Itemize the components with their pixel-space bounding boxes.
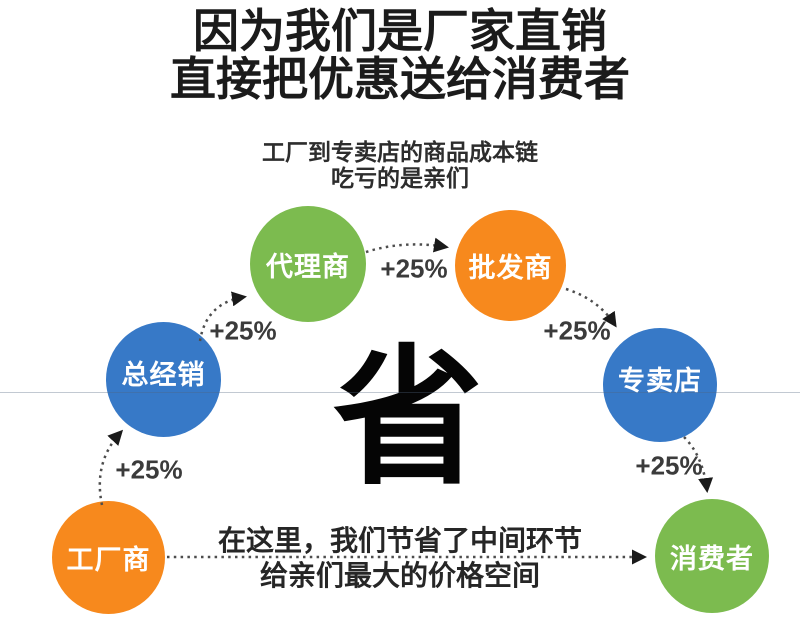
subtitle-line1: 工厂到专卖店的商品成本链 (262, 139, 538, 165)
node-consumer-label: 消费者 (670, 543, 754, 574)
arrow-agent-to-wholesaler-icon (365, 237, 449, 254)
subtitle: 工厂到专卖店的商品成本链 吃亏的是亲们 (0, 139, 800, 191)
node-factory: 工厂商 (52, 501, 165, 614)
node-specialty-store: 专卖店 (603, 328, 717, 442)
footer-slogan: 在这里，我们节省了中间环节 给亲们最大的价格空间 (0, 523, 800, 593)
node-general-distributor: 总经销 (106, 322, 221, 437)
subtitle-line2: 吃亏的是亲们 (331, 165, 469, 191)
save-character: 省 (332, 334, 483, 502)
markup-label-agent-wholesaler: +25% (380, 253, 448, 284)
node-factory-label: 工厂商 (66, 545, 151, 575)
main-title: 因为我们是厂家直销 直接把优惠送给消费者 (0, 7, 800, 103)
node-consumer: 消费者 (655, 499, 769, 613)
arrow-factory-to-distributor-icon (98, 429, 124, 506)
node-agent: 代理商 (250, 206, 366, 322)
main-title-line1: 因为我们是厂家直销 (193, 5, 607, 57)
main-title-line2: 直接把优惠送给消费者 (170, 53, 630, 105)
horizontal-seam-line (0, 392, 800, 393)
markup-label-wholesaler-store: +25% (543, 315, 611, 346)
footer-line1: 在这里，我们节省了中间环节 (217, 525, 582, 556)
markup-label-distributor-agent: +25% (209, 315, 277, 346)
footer-line2: 给亲们最大的价格空间 (259, 560, 540, 591)
node-agent-label: 代理商 (266, 251, 350, 282)
node-general-distributor-label: 总经销 (121, 360, 206, 390)
node-wholesaler-label: 批发商 (468, 253, 553, 283)
node-wholesaler: 批发商 (455, 210, 566, 321)
markup-label-store-consumer: +25% (635, 450, 703, 481)
markup-label-factory-distributor: +25% (115, 454, 183, 485)
arrow-store-to-consumer-icon (683, 436, 714, 493)
node-specialty-store-label: 专卖店 (618, 365, 702, 396)
